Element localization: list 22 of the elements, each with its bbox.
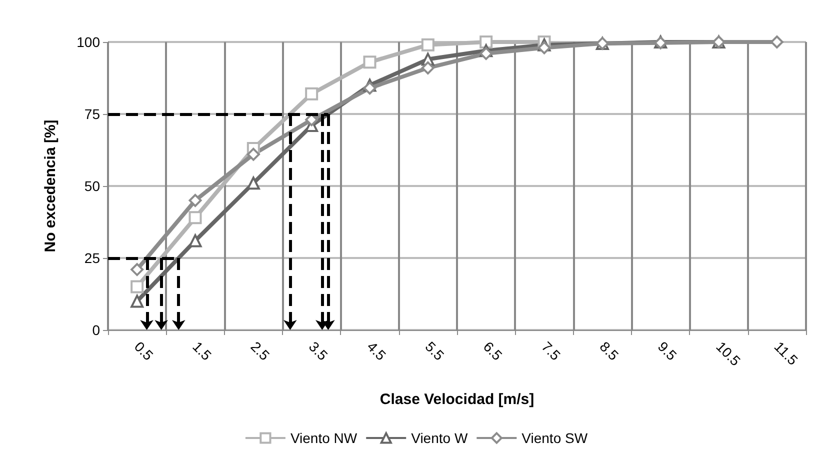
x-tick-label: 6.5 (480, 338, 506, 364)
x-tick-label: 4.5 (364, 338, 390, 364)
y-tick-label: 25 (84, 250, 100, 266)
y-tick-label: 0 (92, 322, 100, 338)
x-tick-label: 7.5 (538, 338, 564, 364)
x-tick-label: 9.5 (654, 338, 680, 364)
y-axis-title: No excedencia [%] (42, 120, 59, 252)
x-tick-label: 8.5 (596, 338, 622, 364)
y-tick-label: 50 (84, 178, 100, 194)
x-tick-label: 0.5 (131, 338, 157, 364)
x-tick-label: 10.5 (713, 338, 744, 370)
legend-label: Viento W (411, 430, 468, 446)
x-tick-label: 2.5 (248, 338, 273, 364)
y-tick-label: 100 (76, 34, 100, 50)
x-tick-label: 5.5 (422, 338, 448, 364)
x-tick-label: 3.5 (306, 338, 332, 364)
x-axis-title: Clase Velocidad [m/s] (380, 391, 534, 408)
legend-label: Viento SW (522, 430, 588, 446)
y-tick-label: 75 (84, 106, 100, 122)
x-tick-label: 11.5 (771, 338, 802, 368)
x-tick-label: 1.5 (190, 338, 215, 364)
legend-label: Viento NW (290, 430, 358, 446)
